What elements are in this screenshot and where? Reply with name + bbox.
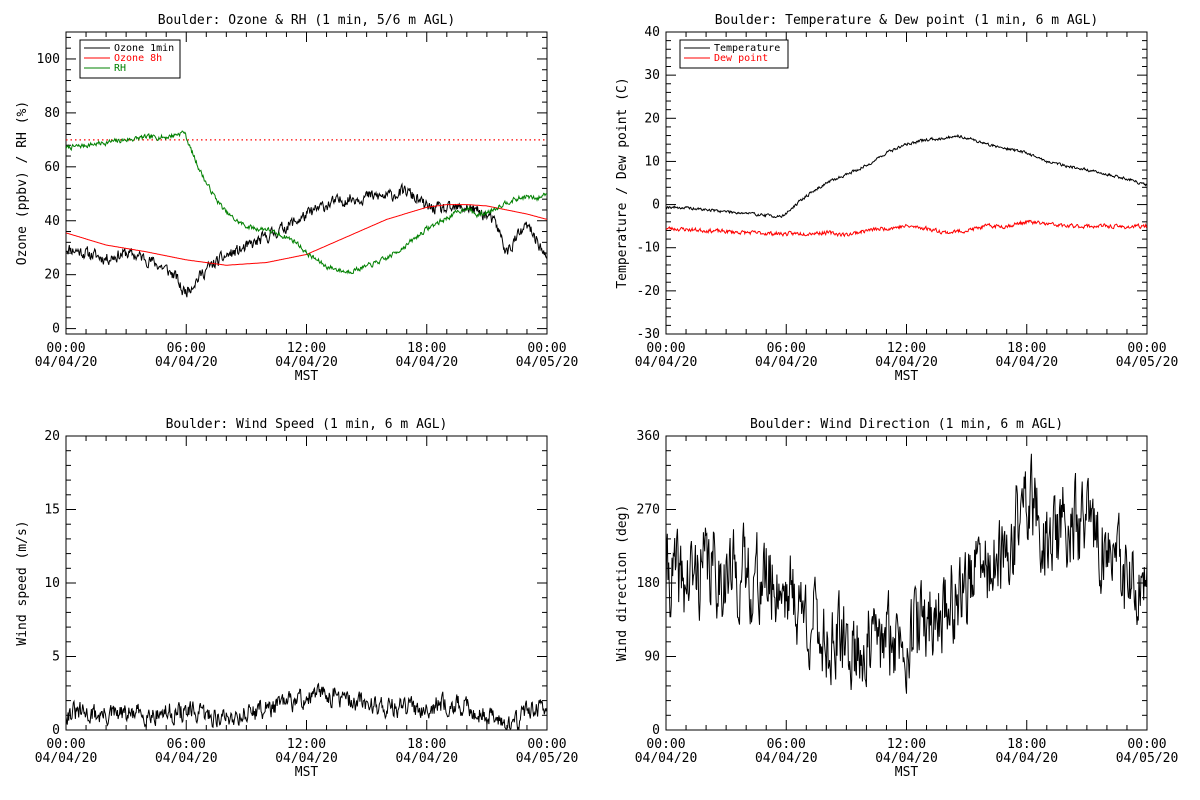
x-tick-date: 04/04/20 <box>875 751 938 766</box>
x-tick-date: 04/05/20 <box>516 751 579 766</box>
y-tick-label: 20 <box>44 268 60 283</box>
x-tick-time: 12:00 <box>887 737 926 752</box>
x-tick-time: 18:00 <box>1007 737 1046 752</box>
y-tick-label: 0 <box>52 723 60 738</box>
y-axis-label: Wind speed (m/s) <box>15 520 30 645</box>
x-tick-time: 00:00 <box>46 341 85 356</box>
legend-label: Ozone 1min <box>114 43 174 54</box>
series-line-rh <box>66 130 547 275</box>
y-tick-label: 60 <box>44 160 60 175</box>
chart-title: Boulder: Temperature & Dew point (1 min,… <box>715 13 1099 28</box>
x-tick-time: 00:00 <box>46 737 85 752</box>
y-tick-label: 0 <box>52 322 60 337</box>
plot-frame <box>665 31 1148 335</box>
chart-title: Boulder: Ozone & RH (1 min, 5/6 m AGL) <box>158 13 455 28</box>
x-tick-time: 18:00 <box>407 737 446 752</box>
chart-wind-speed: Boulder: Wind Speed (1 min, 6 m AGL) 0 5 10… <box>15 417 578 780</box>
x-tick-time: 12:00 <box>887 341 926 356</box>
x-tick-time: 00:00 <box>527 341 566 356</box>
x-tick-date: 04/04/20 <box>275 355 338 370</box>
y-tick-label: 10 <box>644 154 660 169</box>
series-line-dew-point <box>666 219 1147 238</box>
x-tick-time: 12:00 <box>287 341 326 356</box>
x-tick-time: 00:00 <box>646 341 685 356</box>
x-axis-label: MST <box>895 369 919 384</box>
y-axis-label: Ozone (ppbv) / RH (%) <box>15 101 30 265</box>
y-tick-label: 15 <box>44 503 60 518</box>
y-axis-label: Wind direction (deg) <box>615 505 630 662</box>
y-tick-label: 0 <box>652 723 660 738</box>
y-axis-label: Temperature / Dew point (C) <box>615 77 630 288</box>
x-tick-date: 04/05/20 <box>1116 355 1179 370</box>
y-tick-label: 0 <box>652 198 660 213</box>
series-line-data <box>666 453 1147 694</box>
x-axis-label: MST <box>895 765 919 780</box>
y-tick-label: 90 <box>644 650 660 665</box>
x-tick-date: 04/04/20 <box>635 751 698 766</box>
y-tick-label: 180 <box>637 576 660 591</box>
y-tick-label: 80 <box>44 106 60 121</box>
y-tick-label: 10 <box>44 576 60 591</box>
x-tick-time: 00:00 <box>1127 737 1166 752</box>
y-tick-label: 100 <box>37 52 60 67</box>
x-tick-time: 18:00 <box>407 341 446 356</box>
legend-label: Temperature <box>714 43 780 54</box>
chart-temp-dew: Boulder: Temperature & Dew point (1 min,… <box>615 13 1178 384</box>
x-tick-date: 04/04/20 <box>35 355 98 370</box>
x-tick-time: 00:00 <box>527 737 566 752</box>
legend-box <box>679 39 789 69</box>
x-tick-date: 04/04/20 <box>395 355 458 370</box>
x-tick-date: 04/04/20 <box>875 355 938 370</box>
x-tick-date: 04/04/20 <box>755 355 818 370</box>
y-tick-label: 20 <box>644 111 660 126</box>
legend-label: Dew point <box>714 53 768 64</box>
chart-title: Boulder: Wind Speed (1 min, 6 m AGL) <box>166 417 448 432</box>
x-tick-time: 06:00 <box>167 737 206 752</box>
legend-label: RH <box>114 63 126 74</box>
x-tick-date: 04/04/20 <box>275 751 338 766</box>
x-tick-date: 04/05/20 <box>516 355 579 370</box>
series-line-ozone-8h <box>66 204 547 266</box>
y-tick-label: 360 <box>637 429 660 444</box>
chart-ozone-rh: Boulder: Ozone & RH (1 min, 5/6 m AGL) 0 2… <box>15 13 578 384</box>
x-tick-date: 04/04/20 <box>755 751 818 766</box>
y-tick-label: 40 <box>44 214 60 229</box>
x-tick-time: 12:00 <box>287 737 326 752</box>
y-tick-label: -30 <box>637 327 660 342</box>
y-tick-label: 5 <box>52 650 60 665</box>
x-tick-time: 18:00 <box>1007 341 1046 356</box>
x-tick-date: 04/05/20 <box>1116 751 1179 766</box>
plot-frame <box>65 435 548 731</box>
x-tick-date: 04/04/20 <box>635 355 698 370</box>
x-tick-date: 04/04/20 <box>155 751 218 766</box>
y-tick-label: 40 <box>644 25 660 40</box>
x-tick-date: 04/04/20 <box>995 751 1058 766</box>
y-tick-label: -20 <box>637 284 660 299</box>
x-tick-time: 06:00 <box>767 341 806 356</box>
legend-box <box>79 39 181 79</box>
y-tick-label: 20 <box>44 429 60 444</box>
x-axis-label: MST <box>295 369 319 384</box>
chart-title: Boulder: Wind Direction (1 min, 6 m AGL) <box>750 417 1063 432</box>
x-tick-date: 04/04/20 <box>395 751 458 766</box>
chart-wind-direction: Boulder: Wind Direction (1 min, 6 m AGL)… <box>615 417 1178 780</box>
legend-label: Ozone 8h <box>114 53 162 64</box>
x-tick-date: 04/04/20 <box>995 355 1058 370</box>
x-tick-time: 00:00 <box>646 737 685 752</box>
series-line-temperature <box>666 133 1147 219</box>
series-line-data <box>66 682 547 730</box>
x-axis-label: MST <box>295 765 319 780</box>
y-tick-label: 270 <box>637 503 660 518</box>
y-tick-label: 30 <box>644 68 660 83</box>
x-tick-time: 06:00 <box>167 341 206 356</box>
series-line-ozone-1min <box>66 182 547 298</box>
x-tick-date: 04/04/20 <box>155 355 218 370</box>
x-tick-time: 06:00 <box>767 737 806 752</box>
x-tick-time: 00:00 <box>1127 341 1166 356</box>
x-tick-date: 04/04/20 <box>35 751 98 766</box>
y-tick-label: -10 <box>637 241 660 256</box>
